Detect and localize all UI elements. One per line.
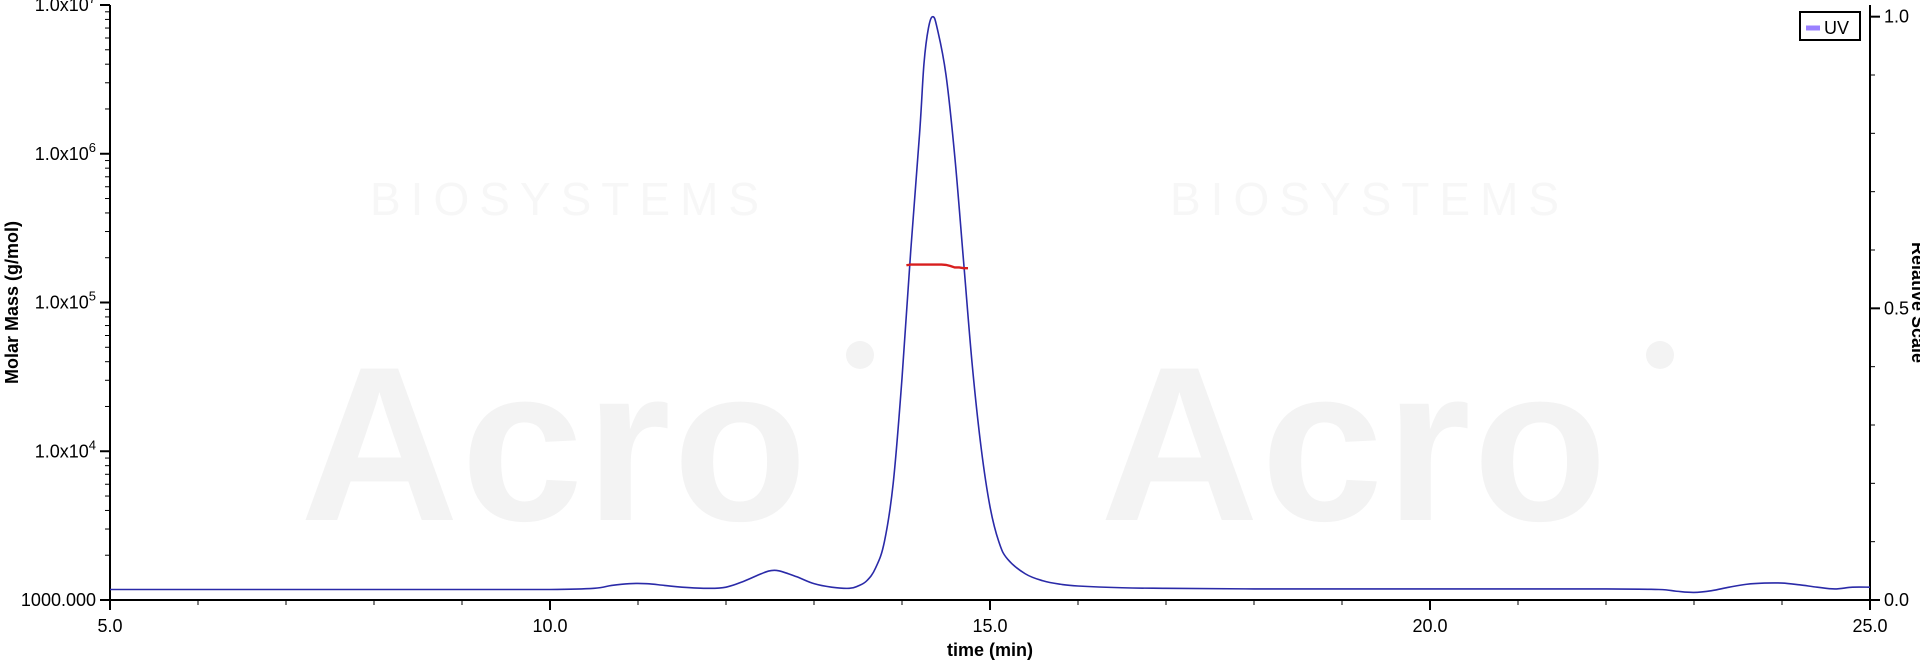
- y-right-axis-label: Relative Scale: [1908, 242, 1920, 363]
- chromatogram-chart: Acro BIOSYSTEMS Acro BIOSYSTEMS 5.0 10.0 15.0 2…: [0, 0, 1920, 672]
- legend-label: UV: [1824, 18, 1849, 38]
- svg-text:BIOSYSTEMS: BIOSYSTEMS: [1170, 173, 1569, 225]
- y-left-tick-label: 1.0x107: [35, 0, 96, 15]
- x-tick-label: 15.0: [972, 616, 1007, 636]
- x-tick-label: 20.0: [1412, 616, 1447, 636]
- x-axis-label: time (min): [947, 640, 1033, 660]
- y-left-tick-label: 1.0x104: [35, 437, 96, 461]
- chart-svg: Acro BIOSYSTEMS Acro BIOSYSTEMS 5.0 10.0 15.0 2…: [0, 0, 1920, 672]
- y-left-tick-label: 1000.000: [21, 590, 96, 610]
- y-left-tick-label: 1.0x105: [35, 289, 96, 313]
- y-right-tick-label: 0.5: [1884, 298, 1909, 318]
- x-tick-label: 5.0: [97, 616, 122, 636]
- y-left-axis-label: Molar Mass (g/mol): [2, 221, 22, 384]
- y-right-tick-label: 1.0: [1884, 7, 1909, 27]
- y-left-tick-label: 1.0x106: [35, 140, 96, 164]
- x-tick-label: 10.0: [532, 616, 567, 636]
- x-tick-label: 25.0: [1852, 616, 1887, 636]
- watermark: Acro BIOSYSTEMS Acro BIOSYSTEMS: [300, 173, 1674, 567]
- svg-text:Acro: Acro: [300, 321, 809, 567]
- svg-text:Acro: Acro: [1100, 321, 1609, 567]
- molar-mass-trace: [906, 265, 968, 269]
- svg-text:BIOSYSTEMS: BIOSYSTEMS: [370, 173, 769, 225]
- y-right-tick-label: 0.0: [1884, 590, 1909, 610]
